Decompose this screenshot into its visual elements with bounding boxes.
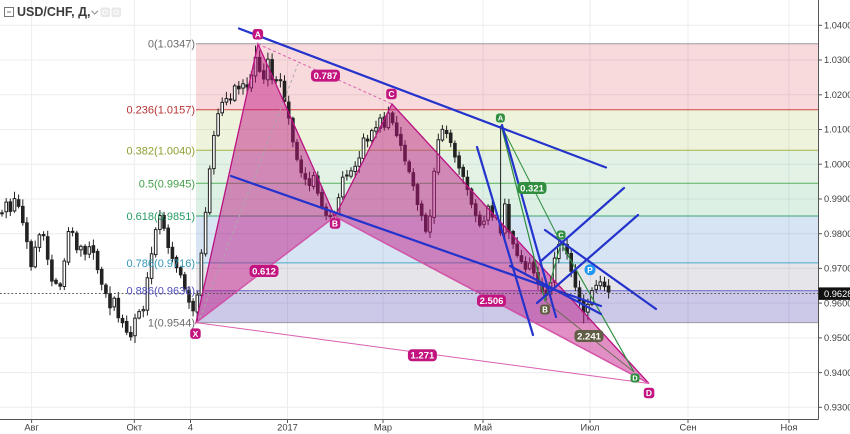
svg-text:1.0300: 1.0300 [824,55,850,65]
svg-text:4: 4 [188,422,193,432]
svg-text:0.9300: 0.9300 [824,403,850,413]
svg-text:2017: 2017 [277,422,298,432]
svg-text:0.786(0.9716): 0.786(0.9716) [127,258,196,270]
svg-text:D: D [632,374,638,383]
svg-text:Авг: Авг [24,422,39,432]
svg-text:B: B [542,305,548,314]
svg-text:0.9400: 0.9400 [824,368,850,378]
svg-text:1.0000: 1.0000 [824,159,850,169]
svg-text:X: X [193,329,199,339]
svg-text:A: A [498,114,504,123]
svg-text:0.9700: 0.9700 [824,264,850,274]
svg-text:USD/CHF, Д,: USD/CHF, Д, [17,5,91,19]
svg-text:A: A [255,29,261,39]
svg-text:C: C [388,89,394,99]
svg-text:2.506: 2.506 [480,296,504,307]
svg-text:0.9500: 0.9500 [824,333,850,343]
svg-text:B: B [332,219,338,229]
svg-text:1.0100: 1.0100 [824,125,850,135]
svg-text:1(0.9544): 1(0.9544) [148,318,195,330]
svg-text:Сен: Сен [679,422,696,432]
svg-text:0.5(0.9945): 0.5(0.9945) [139,178,195,190]
svg-text:0.886(0.9636): 0.886(0.9636) [127,286,196,298]
svg-text:0.612: 0.612 [252,266,276,277]
svg-text:0.321: 0.321 [520,183,544,194]
svg-text:0.9628: 0.9628 [824,289,850,299]
svg-text:0.618(0.9851): 0.618(0.9851) [127,211,196,223]
svg-text:0.9900: 0.9900 [824,194,850,204]
svg-text:C: C [558,231,564,240]
svg-text:Мар: Мар [374,422,392,432]
svg-text:0.787: 0.787 [314,71,338,82]
svg-text:0.9600: 0.9600 [824,298,850,308]
svg-text:1.0200: 1.0200 [824,90,850,100]
svg-text:D: D [646,388,652,398]
svg-text:0.9800: 0.9800 [824,229,850,239]
svg-text:Июл: Июл [581,422,600,432]
svg-text:0.236(1.0157): 0.236(1.0157) [127,105,196,117]
svg-text:Окт: Окт [126,422,142,432]
svg-text:2.241: 2.241 [577,331,601,342]
svg-text:1.0400: 1.0400 [824,21,850,31]
svg-text:0.382(1.0040): 0.382(1.0040) [127,145,196,157]
svg-text:Май: Май [474,422,492,432]
svg-text:1.271: 1.271 [411,351,435,362]
svg-text:0(1.0347): 0(1.0347) [148,39,195,51]
svg-text:Ноя: Ноя [781,422,798,432]
svg-text:P: P [587,265,593,275]
